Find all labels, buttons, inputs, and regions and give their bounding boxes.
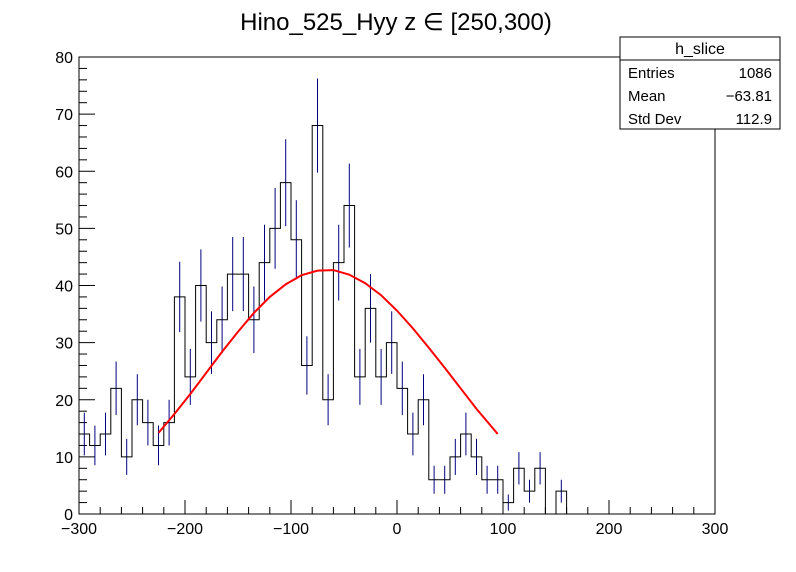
stats-box-frame [619, 36, 781, 130]
stats-mean-value: −63.81 [726, 88, 772, 105]
y-tick-label: 40 [55, 279, 73, 296]
y-tick-label: 0 [64, 507, 73, 524]
x-axis: −300 −200 −100 0 100 200 300 [61, 500, 728, 538]
x-tick-label: −100 [273, 521, 309, 538]
y-axis: 0 10 20 30 40 50 60 70 80 [55, 50, 95, 524]
y-tick-label: 70 [55, 107, 73, 124]
fit-curve [157, 269, 499, 435]
x-tick-label: −300 [61, 521, 97, 538]
histogram-steps [79, 125, 609, 515]
y-tick-label: 50 [55, 221, 73, 238]
stats-box: h_slice Entries 1086 Mean −63.81 Std Dev… [619, 36, 781, 130]
stats-mean-label: Mean [628, 88, 666, 105]
y-tick-label: 20 [55, 393, 73, 410]
fit-curve-line [157, 269, 499, 435]
y-tick-label: 10 [55, 450, 73, 467]
y-tick-label: 80 [55, 50, 73, 67]
x-tick-label: 0 [393, 521, 402, 538]
stats-stddev-label: Std Dev [628, 111, 682, 128]
x-tick-label: 300 [702, 521, 729, 538]
y-tick-label: 30 [55, 336, 73, 353]
stats-stddev-value: 112.9 [736, 111, 772, 128]
histogram-outline [79, 125, 609, 515]
stats-box-title: h_slice [675, 41, 725, 58]
x-tick-label: 100 [490, 521, 517, 538]
y-tick-label: 60 [55, 164, 73, 181]
chart-title: Hino_525_Hyy z ∈ [250,300) [240, 9, 552, 36]
x-tick-label: −200 [167, 521, 203, 538]
stats-entries-label: Entries [628, 65, 675, 82]
x-tick-label: 200 [596, 521, 623, 538]
stats-entries-value: 1086 [739, 65, 772, 82]
